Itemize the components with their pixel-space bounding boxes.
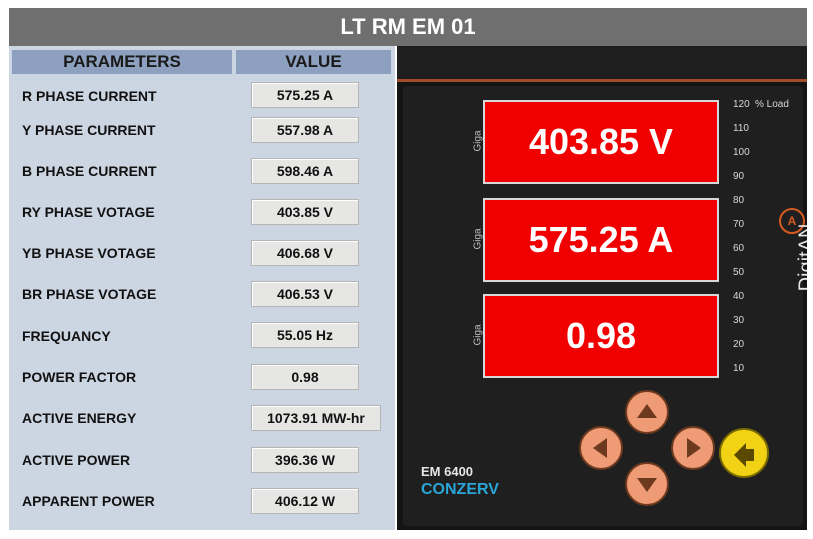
param-label: R PHASE CURRENT <box>22 88 157 104</box>
giga-label: Giga <box>472 228 484 250</box>
model-label: EM 6400 <box>421 464 474 479</box>
current-display: 575.25 A <box>483 198 719 282</box>
param-value: 598.46 A <box>251 158 359 184</box>
param-label: POWER FACTOR <box>22 369 137 385</box>
up-arrow-icon <box>637 404 657 418</box>
param-value: 406.68 V <box>251 240 359 266</box>
meter-stripe <box>397 79 807 82</box>
scale-unit: % Load <box>755 99 789 110</box>
param-label: Y PHASE CURRENT <box>22 122 156 138</box>
right-arrow-icon <box>687 438 701 458</box>
enter-arrow-icon <box>734 443 754 467</box>
param-label: FREQUANCY <box>22 328 111 344</box>
param-value: 557.98 A <box>251 117 359 143</box>
scale-label: 20 <box>733 339 745 350</box>
giga-label: Giga <box>472 324 484 346</box>
param-value: 403.85 V <box>251 199 359 225</box>
param-value: 55.05 Hz <box>251 322 359 348</box>
left-arrow-button[interactable] <box>579 426 623 470</box>
scale-label: 110 <box>733 123 749 134</box>
param-label: YB PHASE VOTAGE <box>22 245 156 261</box>
scale-label: 50 <box>733 267 745 278</box>
param-label: ACTIVE ENERGY <box>22 410 137 426</box>
left-arrow-icon <box>593 438 607 458</box>
param-label: BR PHASE VOTAGE <box>22 286 157 302</box>
param-label: APPARENT POWER <box>22 493 155 509</box>
param-label: RY PHASE VOTAGE <box>22 204 155 220</box>
param-value: 396.36 W <box>251 447 359 473</box>
meter-photo: Giga 403.85 V Giga 575.25 A Giga 0.98 12… <box>397 46 807 530</box>
param-value: 575.25 A <box>251 82 359 108</box>
parameters-panel: PARAMETERS VALUE R PHASE CURRENT 575.25 … <box>9 46 395 530</box>
giga-label: Giga <box>472 130 484 152</box>
scale-label: 120 <box>733 99 750 110</box>
param-label: ACTIVE POWER <box>22 452 131 468</box>
param-value: 0.98 <box>251 364 359 390</box>
scale-label: 100 <box>733 147 750 158</box>
right-arrow-button[interactable] <box>671 426 715 470</box>
scale-label: 80 <box>733 195 745 206</box>
param-value: 406.12 W <box>251 488 359 514</box>
page-title: LT RM EM 01 <box>9 8 807 46</box>
param-value: 1073.91 MW-hr <box>251 405 381 431</box>
down-arrow-icon <box>637 478 657 492</box>
maker-logo: CONZERV <box>421 481 499 498</box>
brand-name: DigitAN <box>795 223 807 292</box>
scale-label: 90 <box>733 171 745 182</box>
scale-label: 70 <box>733 219 745 230</box>
param-value: 406.53 V <box>251 281 359 307</box>
voltage-display: 403.85 V <box>483 100 719 184</box>
scale-label: 30 <box>733 315 745 326</box>
enter-button[interactable] <box>719 428 769 478</box>
brand-logo-icon: A <box>779 208 805 234</box>
scale-label: 60 <box>733 243 745 254</box>
power-factor-display: 0.98 <box>483 294 719 378</box>
meter-face: Giga 403.85 V Giga 575.25 A Giga 0.98 12… <box>403 86 807 526</box>
parameters-header: PARAMETERS <box>12 50 232 74</box>
param-label: B PHASE CURRENT <box>22 163 157 179</box>
up-arrow-button[interactable] <box>625 390 669 434</box>
scale-label: 40 <box>733 291 745 302</box>
scale-label: 10 <box>733 363 745 374</box>
down-arrow-button[interactable] <box>625 462 669 506</box>
meter-top-bezel <box>397 46 807 82</box>
value-header: VALUE <box>236 50 391 74</box>
